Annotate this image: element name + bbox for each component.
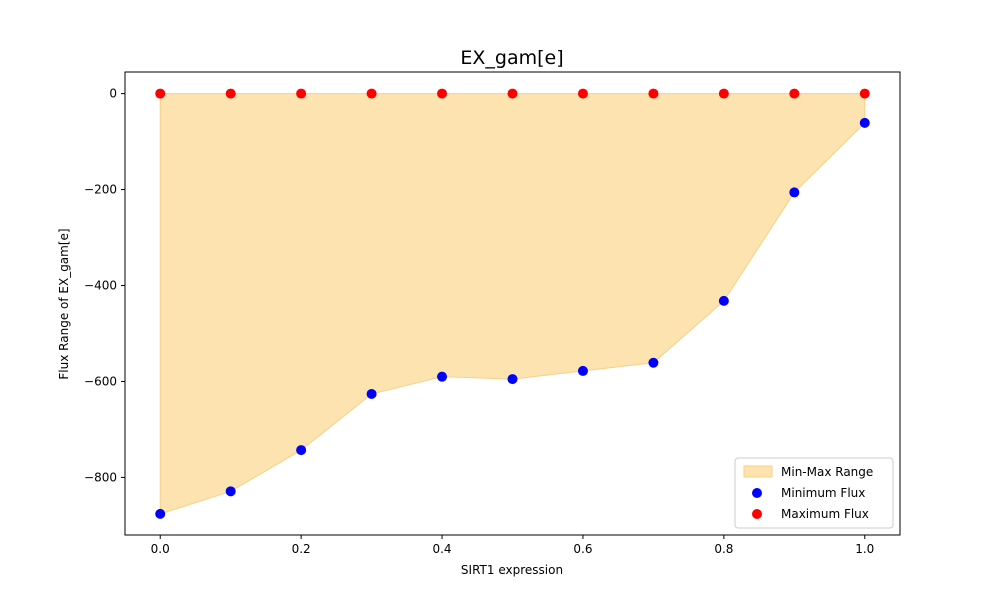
- x-tick-label: 0.8: [714, 542, 733, 556]
- x-tick-label: 0.0: [151, 542, 170, 556]
- legend-marker: [752, 488, 762, 498]
- maximum-flux-point: [507, 88, 518, 99]
- y-axis-label: Flux Range of EX_gam[e]: [57, 228, 71, 379]
- minimum-flux-point: [366, 388, 377, 399]
- axis-ticks: 0.0 0.2 0.4 0.6 0.8 1.0 0 −200 −400 −600 −800: [84, 87, 874, 556]
- maximum-flux-point: [577, 88, 588, 99]
- y-tick-label: −800: [84, 470, 117, 484]
- minimum-flux-point: [648, 357, 659, 368]
- maximum-flux-point: [225, 88, 236, 99]
- minimum-flux-point: [859, 117, 870, 128]
- y-tick-label: −600: [84, 374, 117, 388]
- legend-marker: [752, 509, 762, 519]
- minimum-flux-point: [155, 508, 166, 519]
- maximum-flux-point: [718, 88, 729, 99]
- legend-label: Minimum Flux: [781, 486, 865, 500]
- minimum-flux-point: [507, 374, 518, 385]
- legend: Min-Max Range Minimum Flux Maximum Flux: [734, 457, 894, 529]
- x-tick-label: 0.2: [292, 542, 311, 556]
- x-tick-label: 0.4: [432, 542, 451, 556]
- y-tick-label: −400: [84, 279, 117, 293]
- legend-label: Min-Max Range: [781, 465, 873, 479]
- maximum-flux-point: [366, 88, 377, 99]
- minimum-flux-point: [789, 187, 800, 198]
- chart-title: EX_gam[e]: [460, 47, 563, 69]
- axes-frame: [124, 71, 901, 536]
- maximum-flux-point: [155, 88, 166, 99]
- x-tick-label: 1.0: [855, 542, 874, 556]
- legend-swatch-range: [743, 465, 773, 478]
- minimum-flux-point: [225, 486, 236, 497]
- maximum-flux-point: [437, 88, 448, 99]
- maximum-flux-point: [859, 88, 870, 99]
- legend-box: [734, 457, 894, 529]
- y-tick-label: −200: [84, 183, 117, 197]
- maximum-flux-point: [789, 88, 800, 99]
- minimum-flux-point: [577, 365, 588, 376]
- plot-area: [155, 88, 870, 519]
- x-tick-label: 0.6: [573, 542, 592, 556]
- x-axis-label: SIRT1 expression: [461, 563, 563, 577]
- minimum-flux-point: [718, 295, 729, 306]
- minimum-flux-point: [296, 445, 307, 456]
- minimum-flux-point: [437, 371, 448, 382]
- maximum-flux-point: [648, 88, 659, 99]
- legend-label: Maximum Flux: [781, 507, 869, 521]
- y-tick-label: 0: [109, 87, 117, 101]
- maximum-flux-point: [296, 88, 307, 99]
